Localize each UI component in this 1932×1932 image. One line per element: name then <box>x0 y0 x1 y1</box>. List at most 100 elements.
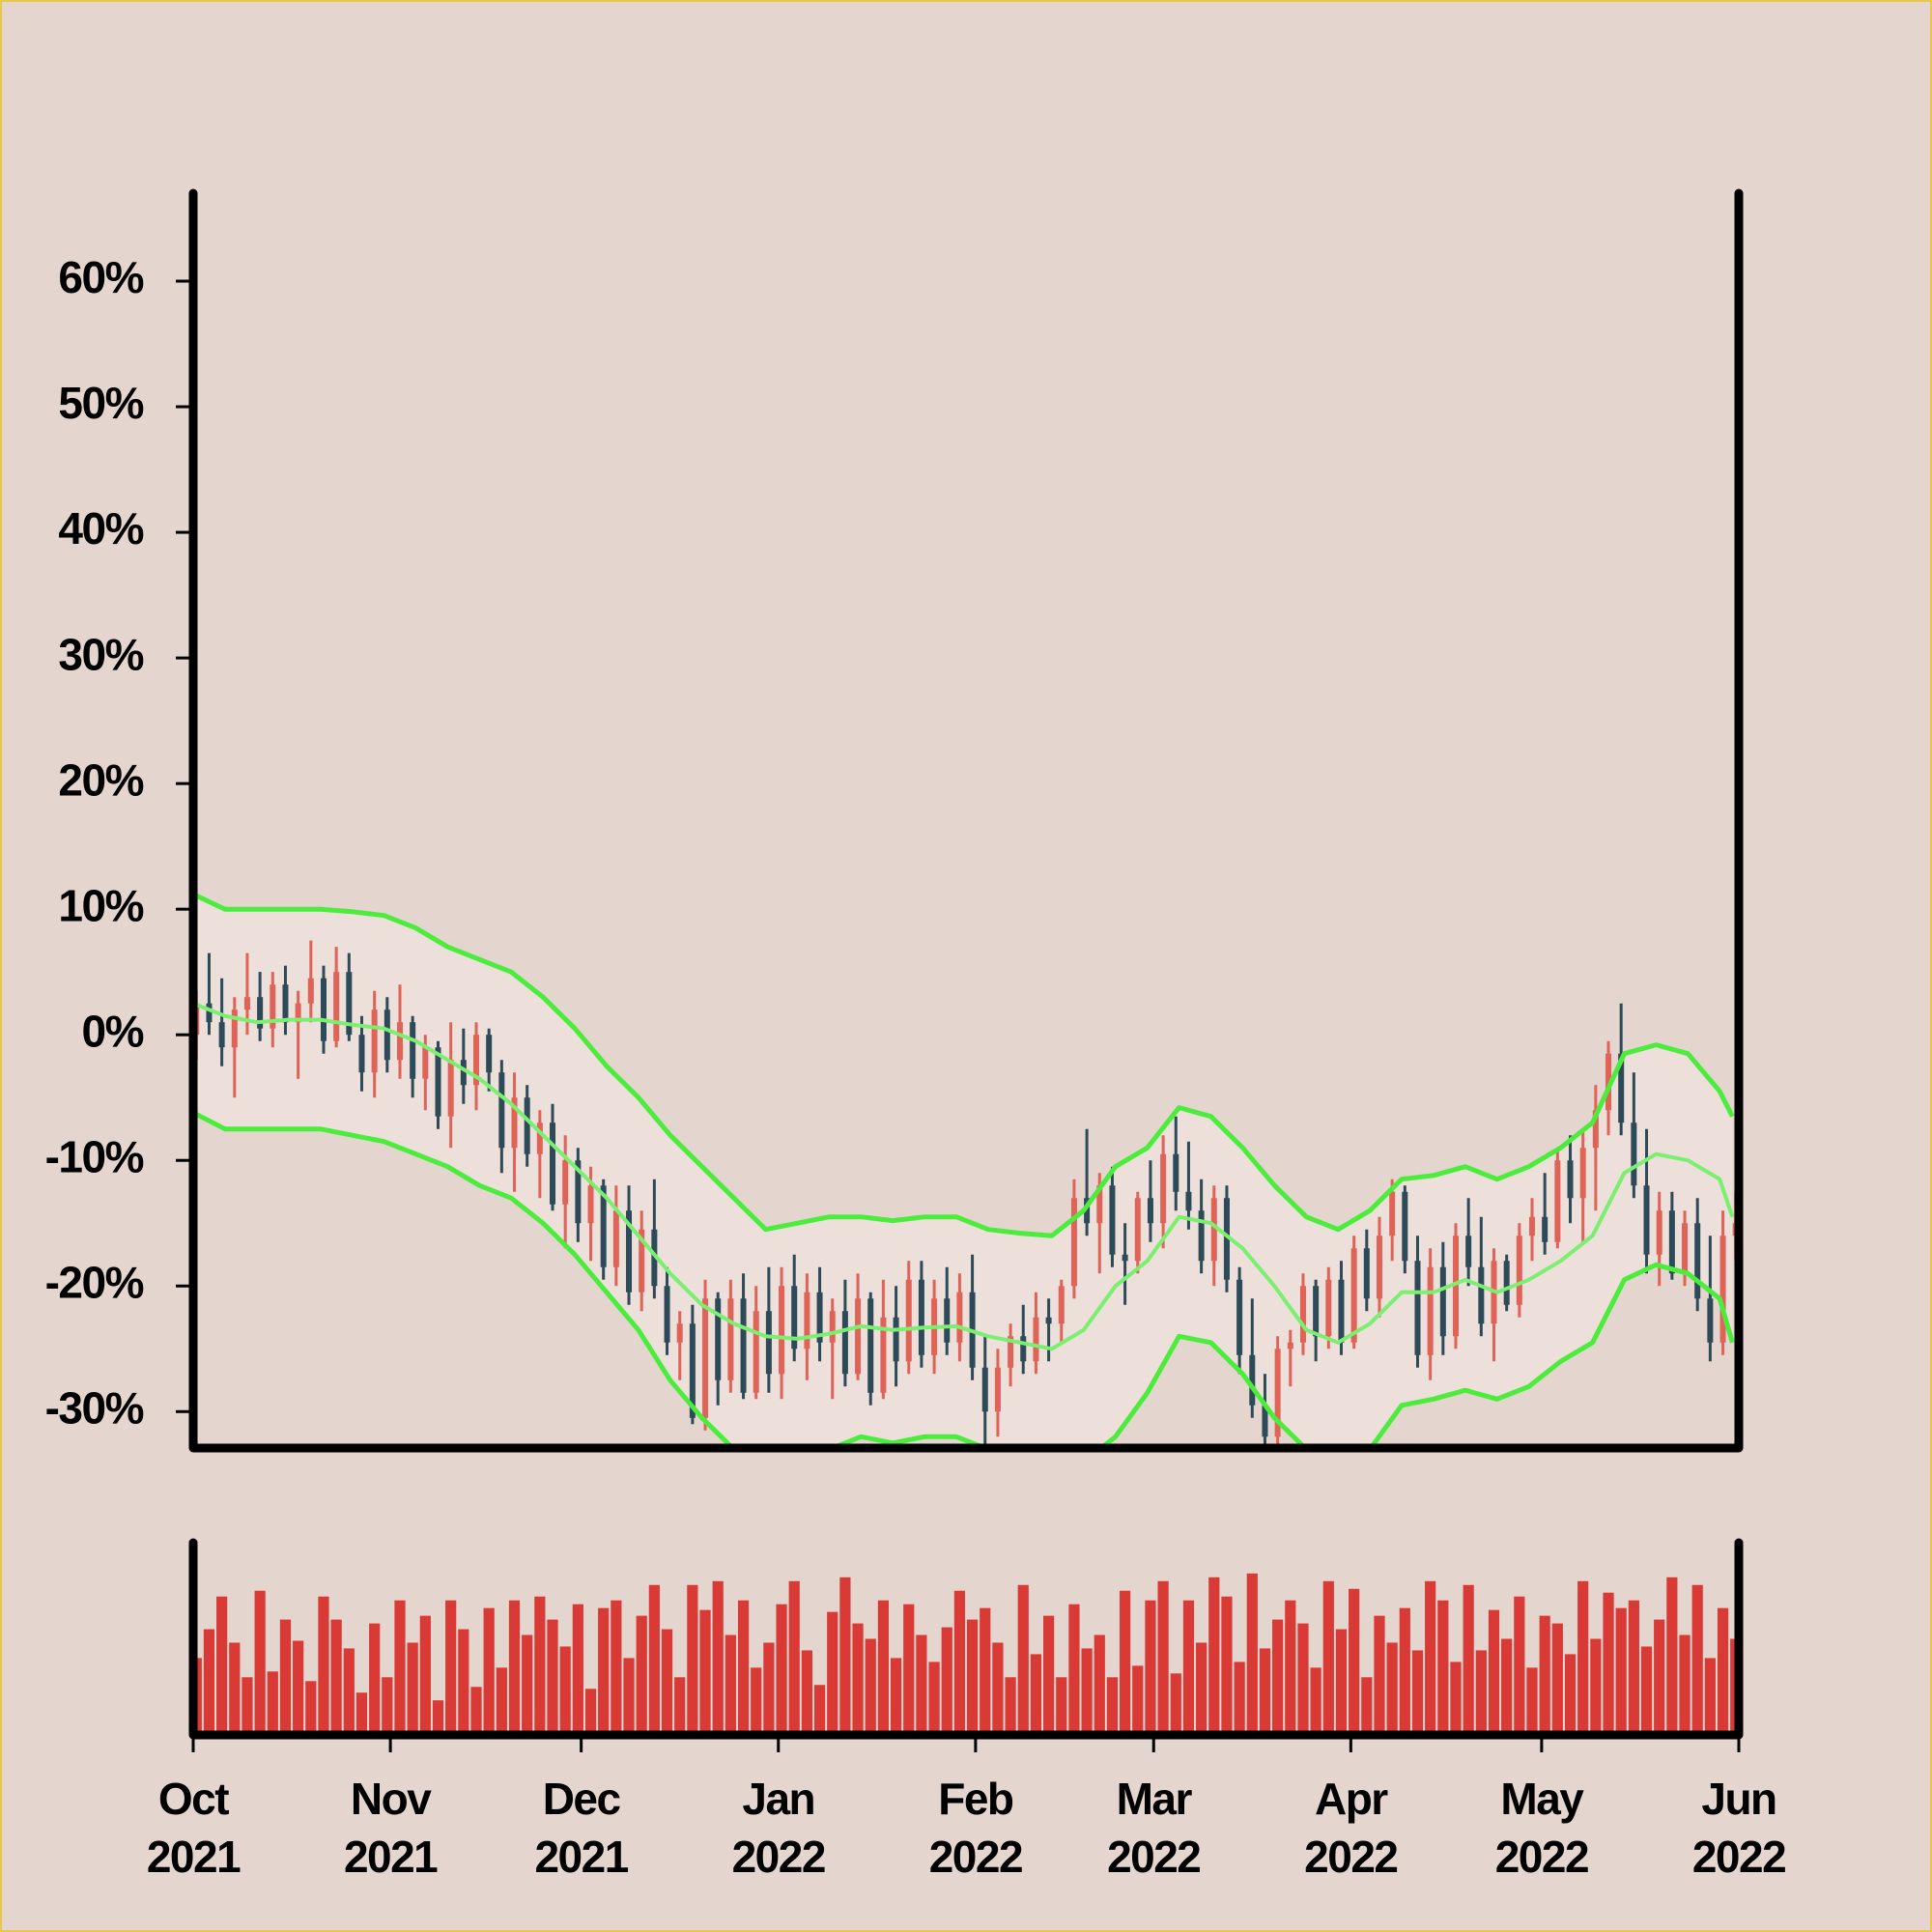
ohlc-body <box>702 1298 709 1418</box>
ohlc-body <box>206 1003 213 1023</box>
volume-bar <box>1539 1615 1550 1735</box>
x-tick-label: Jun 2022 <box>1692 1774 1785 1882</box>
ohlc-body <box>282 984 289 1023</box>
ohlc-body <box>816 1292 823 1343</box>
ohlc-body <box>498 1072 505 1149</box>
ohlc-body <box>1567 1160 1574 1199</box>
ohlc-body <box>1452 1236 1459 1337</box>
volume-bar <box>267 1671 278 1735</box>
ohlc-body <box>550 1122 556 1205</box>
ohlc-body <box>765 1311 772 1375</box>
ohlc-body <box>1287 1342 1293 1350</box>
ohlc-body <box>270 984 276 1029</box>
ohlc-body <box>1299 1286 1306 1343</box>
ohlc-body <box>218 1022 225 1048</box>
volume-bar <box>1386 1642 1398 1735</box>
volume-bar <box>305 1681 317 1735</box>
ohlc-body <box>410 1022 416 1079</box>
volume-bar <box>407 1642 418 1735</box>
volume-bar <box>547 1619 558 1735</box>
volume-bar <box>1717 1607 1729 1735</box>
y-tick-label: -10% <box>45 1131 144 1181</box>
volume-bar <box>369 1623 381 1735</box>
ohlc-body <box>727 1298 734 1380</box>
volume-bar <box>584 1689 597 1735</box>
y-tick-label: 40% <box>58 503 143 554</box>
ohlc-body <box>829 1311 836 1343</box>
ohlc-body <box>1210 1198 1217 1262</box>
x-tick-label: Oct 2021 <box>147 1774 241 1882</box>
volume-bar <box>216 1596 228 1735</box>
ohlc-body <box>791 1286 798 1350</box>
ohlc-body <box>1427 1266 1434 1355</box>
ohlc-body <box>460 1060 467 1086</box>
volume-bar <box>611 1600 622 1735</box>
volume-bar <box>1132 1665 1144 1735</box>
ohlc-body <box>243 997 250 1010</box>
volume-bar <box>419 1615 431 1735</box>
ohlc-body <box>333 972 340 1041</box>
volume-bar <box>1361 1677 1373 1735</box>
ohlc-body <box>1643 1185 1650 1255</box>
ohlc-body <box>855 1298 862 1375</box>
ohlc-body <box>1096 1185 1103 1224</box>
volume-bar <box>1157 1580 1169 1735</box>
volume-bar <box>1475 1650 1487 1735</box>
ohlc-body <box>257 997 264 1029</box>
volume-bar <box>1374 1615 1385 1735</box>
ohlc-body <box>664 1286 670 1343</box>
ohlc-body <box>1070 1198 1077 1287</box>
volume-bar <box>636 1615 647 1735</box>
ohlc-body <box>994 1367 1001 1412</box>
volume-bar <box>1679 1634 1690 1735</box>
ohlc-body <box>562 1160 569 1205</box>
ohlc-body <box>447 1060 454 1117</box>
ohlc-body <box>524 1097 530 1154</box>
volume-bar <box>1182 1600 1195 1735</box>
ohlc-body <box>1363 1248 1370 1299</box>
volume-bar <box>1081 1648 1093 1735</box>
volume-bar <box>1285 1600 1296 1735</box>
volume-bar <box>1425 1580 1436 1735</box>
ohlc-body <box>1503 1261 1510 1305</box>
ohlc-body <box>1274 1349 1281 1437</box>
volume-bar <box>827 1611 838 1735</box>
ohlc-body <box>1682 1223 1689 1274</box>
axes: -30% -20% -10% 0% 10% 20% 30% 40% 50% 60% Oct 2021 N… <box>45 188 1787 1882</box>
ohlc-body <box>346 972 353 1036</box>
ohlc-body <box>358 1035 365 1073</box>
volume-bar <box>1514 1596 1525 1735</box>
volume-spines <box>188 1538 1744 1740</box>
ohlc-body <box>1719 1236 1726 1343</box>
x-tick-label: Mar 2022 <box>1107 1774 1200 1882</box>
volume-bar <box>903 1604 915 1735</box>
volume-bar <box>522 1634 533 1735</box>
ohlc-body <box>676 1323 683 1343</box>
ohlc-body <box>1529 1216 1536 1236</box>
volume-bar <box>203 1629 215 1735</box>
volume-bar <box>724 1634 736 1735</box>
ohlc-body <box>1631 1122 1637 1186</box>
volume-bar <box>1043 1615 1055 1735</box>
volume-bar <box>1106 1677 1119 1735</box>
ohlc-body <box>587 1185 594 1224</box>
ohlc-body <box>893 1317 899 1362</box>
ohlc-body <box>1033 1317 1039 1362</box>
ohlc-body <box>651 1229 658 1287</box>
ohlc-body <box>1109 1185 1116 1255</box>
volume-bar <box>432 1700 444 1735</box>
volume-bar <box>1526 1667 1538 1735</box>
volume-bar <box>890 1658 902 1735</box>
ohlc-body <box>918 1279 924 1355</box>
volume-bar <box>687 1584 698 1735</box>
volume-bar <box>1590 1638 1602 1735</box>
ohlc-body <box>1668 1210 1675 1274</box>
volume-bar <box>1017 1584 1029 1735</box>
ohlc-body <box>740 1298 747 1393</box>
ohlc-body <box>1223 1198 1230 1280</box>
volume-bar <box>1208 1577 1220 1735</box>
volume-bar <box>279 1619 292 1735</box>
ohlc-body <box>867 1298 874 1393</box>
ohlc-body <box>231 1009 238 1048</box>
volume-bar <box>928 1662 940 1735</box>
